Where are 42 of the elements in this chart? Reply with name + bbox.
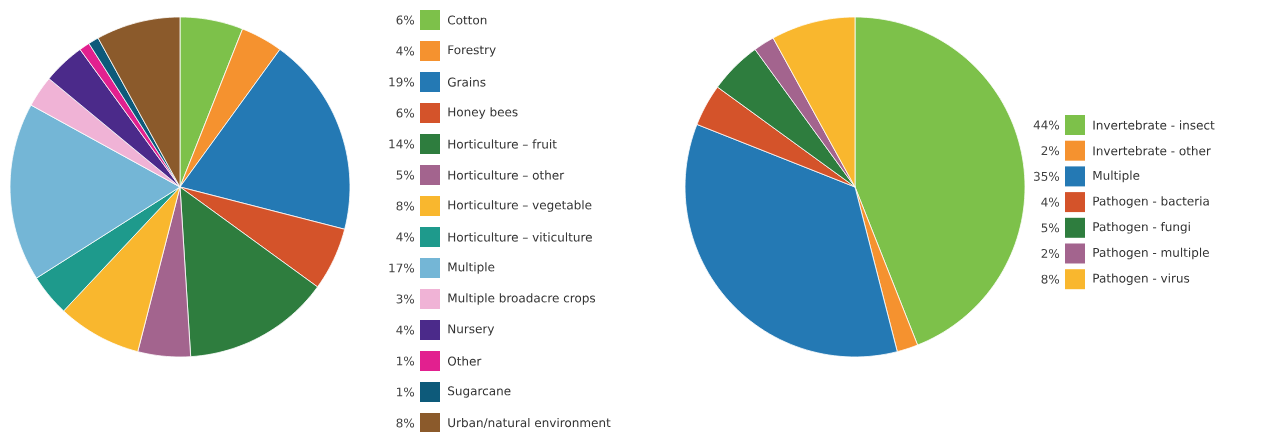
legend-label: Invertebrate - insect	[1093, 120, 1215, 130]
data-label: 8%	[396, 418, 415, 428]
data-label: 1%	[397, 387, 415, 397]
legend-label: Horticulture – viticulture	[448, 232, 592, 242]
legend-label: Horticulture – vegetable	[448, 200, 592, 212]
legend-label: Urban/natural environment	[448, 417, 611, 429]
legend-label: Cotton	[447, 15, 487, 25]
data-label: 6%	[396, 108, 415, 118]
data-label: 4%	[396, 46, 415, 56]
legend-label: Forestry	[448, 45, 496, 57]
legend-label: Nursery	[448, 324, 495, 336]
data-label: 5%	[396, 170, 415, 180]
legend-label: Honey bees	[448, 107, 518, 119]
data-label: 5%	[1041, 223, 1060, 233]
legend-label: Grains	[447, 77, 486, 87]
legend-label: Invertebrate - other	[1093, 146, 1211, 156]
data-label: 8%	[1041, 274, 1060, 284]
data-label: 17%	[389, 263, 415, 273]
legend-label: Pathogen - virus	[1093, 273, 1190, 285]
data-label: 2%	[1041, 248, 1060, 259]
data-label: 2%	[1041, 146, 1060, 156]
data-label: 19%	[389, 77, 415, 87]
legend-label: Pathogen - multiple	[1093, 247, 1209, 260]
legend-label: Pathogen - fungi	[1093, 221, 1190, 234]
data-label: 35%	[1033, 171, 1060, 181]
data-label: 8%	[396, 201, 415, 211]
legend-label: Multiple	[1093, 170, 1140, 183]
legend-label: Multiple	[448, 262, 495, 274]
data-label: 14%	[389, 139, 415, 149]
data-label: 6%	[396, 15, 415, 25]
data-label: 3%	[396, 294, 415, 304]
legend-label: Sugarcane	[448, 386, 511, 398]
data-label: 44%	[1033, 120, 1060, 130]
legend-label: Multiple broadacre crops	[448, 293, 596, 305]
data-label: 4%	[396, 232, 415, 242]
legend-label: Pathogen - bacteria	[1093, 196, 1209, 208]
legend-label: Horticulture – other	[448, 170, 565, 180]
data-label: 1%	[397, 356, 415, 366]
legend-label: Other	[447, 356, 482, 366]
data-label: 4%	[1041, 197, 1060, 207]
data-label: 4%	[396, 325, 415, 335]
legend-label: Horticulture – fruit	[448, 139, 557, 149]
